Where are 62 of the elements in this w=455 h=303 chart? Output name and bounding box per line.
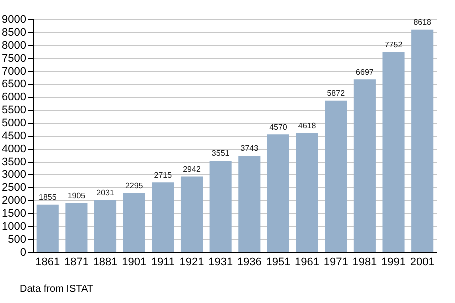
bar bbox=[382, 52, 405, 252]
bar bbox=[238, 156, 261, 252]
y-tick-label: 2000 bbox=[2, 195, 26, 208]
x-tick-label: 1911 bbox=[151, 256, 176, 268]
y-tick-label: 1500 bbox=[2, 208, 26, 220]
x-tick-label: 1881 bbox=[93, 256, 118, 268]
data-label: 2715 bbox=[154, 170, 173, 180]
y-tick-label: 7000 bbox=[2, 66, 26, 78]
bar bbox=[412, 30, 434, 252]
data-label: 5872 bbox=[327, 89, 346, 98]
x-tick-label: 1981 bbox=[352, 256, 378, 268]
y-tick-label: 3000 bbox=[2, 169, 26, 182]
data-label: 1855 bbox=[38, 193, 58, 202]
bar bbox=[36, 204, 59, 252]
data-label: 3551 bbox=[212, 149, 230, 158]
y-tick-label: 7500 bbox=[2, 52, 26, 65]
data-label: 2942 bbox=[183, 164, 202, 174]
data-label: 3743 bbox=[240, 144, 260, 154]
y-tick-label: 8500 bbox=[2, 26, 26, 39]
bar bbox=[267, 134, 290, 252]
data-label: 2295 bbox=[125, 182, 144, 191]
bar bbox=[152, 182, 174, 252]
y-tick-label: 4500 bbox=[2, 130, 26, 142]
y-tick-label: 3500 bbox=[2, 156, 26, 168]
bar bbox=[180, 176, 204, 252]
data-label: 6697 bbox=[356, 68, 374, 77]
y-tick-label: 6500 bbox=[2, 78, 26, 91]
data-label: 8618 bbox=[414, 18, 432, 28]
bar bbox=[210, 160, 232, 252]
y-tick-label: 0 bbox=[20, 246, 26, 259]
y-tick-label: 5000 bbox=[2, 118, 26, 130]
data-label: 7752 bbox=[384, 40, 404, 50]
y-tick-label: 5500 bbox=[2, 104, 26, 117]
data-label: 2031 bbox=[96, 188, 115, 198]
y-tick-label: 8000 bbox=[2, 40, 26, 52]
x-tick-label: 1901 bbox=[122, 256, 147, 268]
bar bbox=[123, 193, 146, 252]
x-tick-label: 1971 bbox=[324, 256, 348, 268]
data-label: 1905 bbox=[68, 192, 86, 201]
y-tick-label: 500 bbox=[8, 234, 26, 246]
data-label: 4618 bbox=[298, 122, 317, 131]
y-tick-label: 4000 bbox=[2, 143, 26, 156]
text: Data from ISTAT bbox=[20, 284, 94, 295]
y-tick-label: 2500 bbox=[2, 182, 26, 194]
x-tick-label: 1871 bbox=[64, 256, 89, 268]
bar bbox=[354, 80, 376, 252]
x-tick-label: 1861 bbox=[36, 256, 60, 268]
y-tick-label: 6000 bbox=[2, 92, 26, 104]
bar bbox=[94, 200, 117, 252]
x-tick-label: 1931 bbox=[208, 256, 234, 268]
bar bbox=[296, 133, 318, 252]
x-tick-label: 1951 bbox=[266, 256, 291, 268]
bar bbox=[66, 204, 88, 252]
y-tick-label: 9000 bbox=[2, 14, 26, 26]
data-label: 4570 bbox=[270, 122, 288, 132]
x-tick-label: 2001 bbox=[410, 256, 435, 268]
x-tick-label: 1961 bbox=[295, 256, 320, 268]
y-tick-label: 1000 bbox=[2, 220, 26, 233]
bar bbox=[325, 100, 348, 252]
x-tick-label: 1991 bbox=[382, 256, 406, 268]
x-tick-label: 1936 bbox=[237, 256, 262, 268]
x-tick-label: 1921 bbox=[180, 256, 204, 268]
